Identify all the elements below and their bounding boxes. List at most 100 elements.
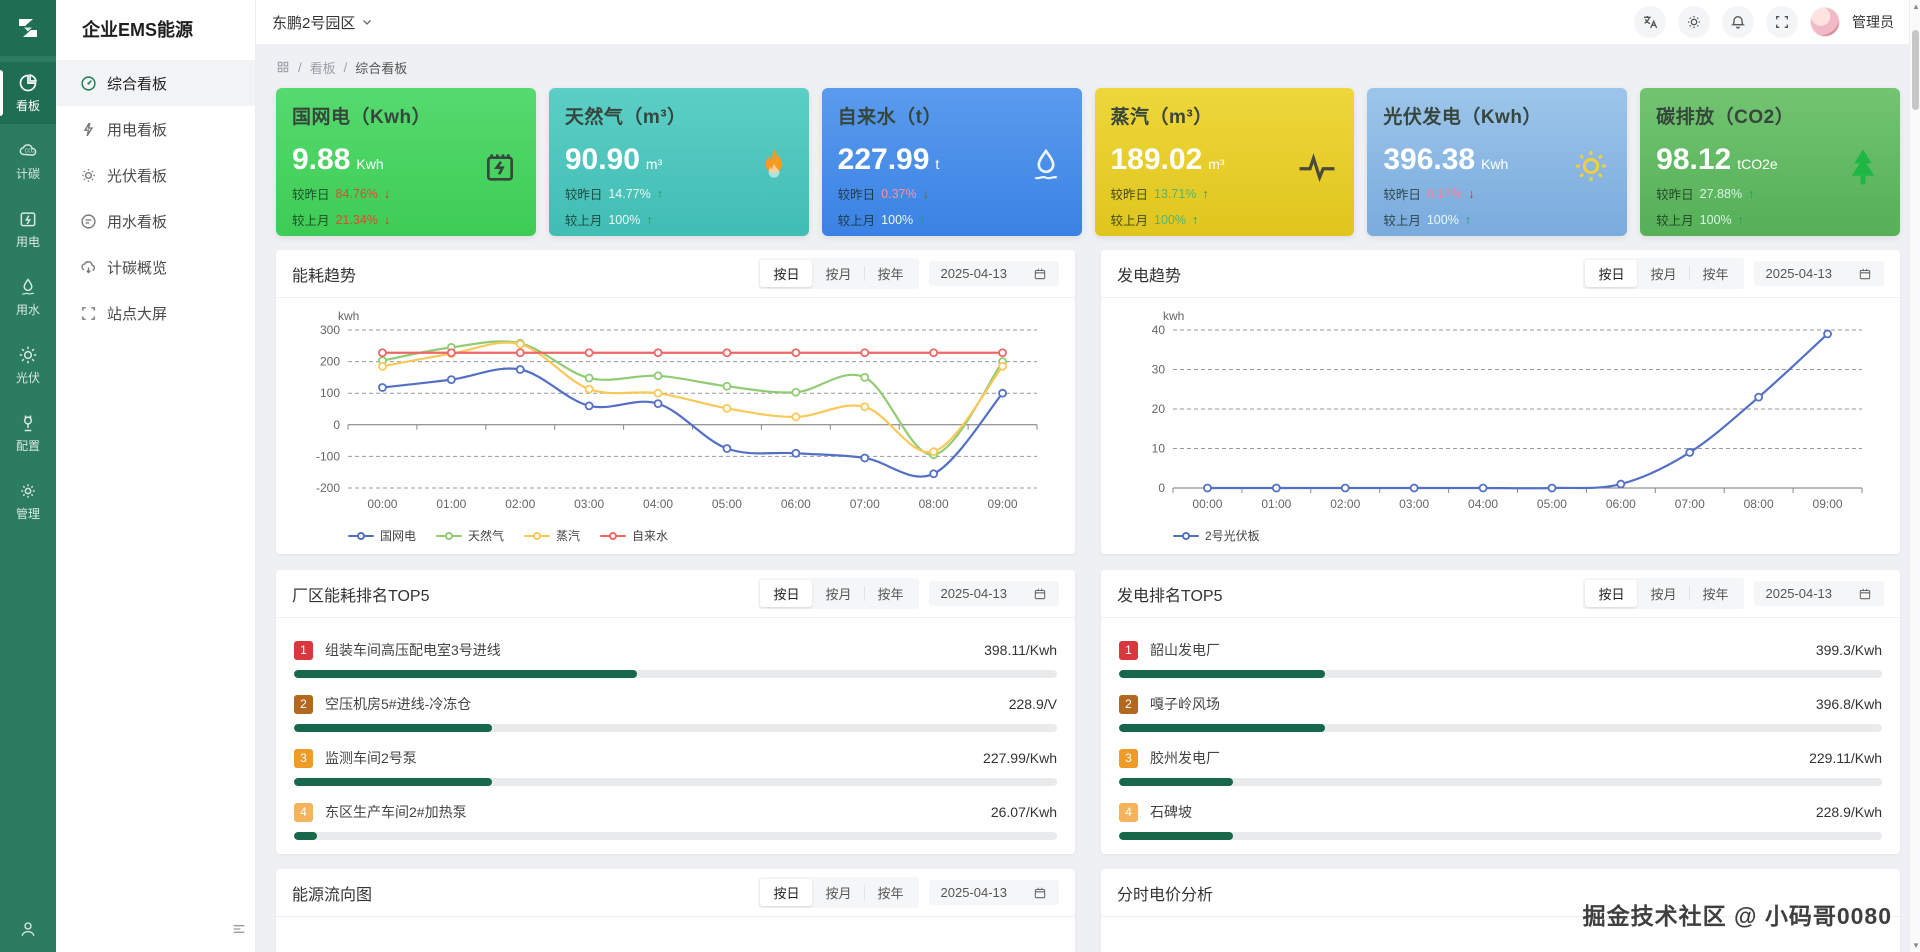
rail-item-carbon[interactable]: CO₂ 计碳 xyxy=(0,130,56,192)
sidebar-item-solar[interactable]: 光伏看板 xyxy=(56,152,255,198)
panel-generation-trend: 发电趋势 按日 按月 按年 2025-04-13 xyxy=(1101,250,1900,554)
date-value: 2025-04-13 xyxy=(940,266,1008,281)
date-picker[interactable]: 2025-04-13 xyxy=(928,261,1059,286)
trend-day: 较昨日 84.76% ↓ xyxy=(292,186,391,203)
tab-day[interactable]: 按日 xyxy=(1585,260,1638,287)
water-drop-icon xyxy=(21,278,35,295)
rail-item-dashboard[interactable]: 看板 xyxy=(0,62,56,124)
svg-text:05:00: 05:00 xyxy=(712,497,742,511)
page-scrollbar[interactable]: ▲ ▼ xyxy=(1909,0,1920,952)
trend-month: 较上月 100% ↑ xyxy=(837,212,926,229)
panel-title: 能耗趋势 xyxy=(292,267,357,285)
sidebar-item-carbon-overview[interactable]: 计碳概览 xyxy=(56,244,255,290)
scrollbar-thumb[interactable] xyxy=(1912,30,1919,110)
sidebar-item-overview[interactable]: 综合看板 xyxy=(56,60,255,106)
date-picker[interactable]: 2025-04-13 xyxy=(1753,261,1884,286)
svg-text:07:00: 07:00 xyxy=(1675,497,1705,511)
app-logo[interactable] xyxy=(0,0,56,56)
sidebar-item-label: 站点大屏 xyxy=(107,305,168,323)
kpi-card-water: 自来水（t） 227.99 t 较昨日 0.37% ↓ xyxy=(821,88,1082,236)
tab-year[interactable]: 按年 xyxy=(1689,260,1741,287)
kpi-title: 自来水（t） xyxy=(837,107,942,128)
fullscreen-icon xyxy=(1776,16,1788,28)
sidebar-item-label: 综合看板 xyxy=(107,75,168,93)
ranking-list: 1 组装车间高压配电室3号进线 398.11/Kwh 2 空压机房5#进线-冷冻… xyxy=(276,618,1075,854)
tab-month[interactable]: 按月 xyxy=(1650,587,1677,602)
tab-year[interactable]: 按年 xyxy=(1689,580,1741,607)
tab-day[interactable]: 按日 xyxy=(760,260,813,287)
notifications-button[interactable] xyxy=(1722,6,1754,38)
rail-item-solar[interactable]: 光伏 xyxy=(0,334,56,396)
tab-month[interactable]: 按月 xyxy=(1650,267,1677,282)
panel-title: 能源流向图 xyxy=(292,886,373,904)
tab-month[interactable]: 按月 xyxy=(825,267,852,282)
kpi-unit: tCO2e xyxy=(1737,156,1778,172)
scroll-up-arrow[interactable]: ▲ xyxy=(1912,2,1920,11)
tab-day[interactable]: 按日 xyxy=(760,580,813,607)
panel-title: 发电排名TOP5 xyxy=(1117,587,1223,605)
legend-item[interactable]: 自来水 xyxy=(600,527,668,544)
main-area: 东鹏2号园区 xyxy=(256,0,1920,952)
sidebar-item-big-screen[interactable]: 站点大屏 xyxy=(56,290,255,336)
trend-month: 较上月 100% ↑ xyxy=(1110,212,1199,229)
breadcrumb-board[interactable]: 看板 xyxy=(309,60,336,76)
legend-item[interactable]: 2号光伏板 xyxy=(1173,527,1260,544)
grid-icon[interactable] xyxy=(276,60,290,74)
tab-year[interactable]: 按年 xyxy=(864,879,916,906)
avatar[interactable] xyxy=(1810,7,1840,37)
park-selector[interactable]: 东鹏2号园区 xyxy=(272,12,373,33)
svg-text:08:00: 08:00 xyxy=(919,497,949,511)
panel-generation-ranking: 发电排名TOP5 按日 按月 按年 2025-04-13 xyxy=(1101,570,1900,854)
theme-button[interactable] xyxy=(1678,6,1710,38)
rank-badge: 3 xyxy=(1119,748,1138,768)
tab-day[interactable]: 按日 xyxy=(760,879,813,906)
sidebar-item-label: 用水看板 xyxy=(107,213,168,231)
sidebar-item-electricity[interactable]: 用电看板 xyxy=(56,106,255,152)
user-icon xyxy=(21,922,35,937)
kpi-title: 国网电（Kwh） xyxy=(292,107,432,128)
energy-trend-chart[interactable]: kwh 300 200 100 0 -100 -200 00:00 01:00 02:00 03:0… xyxy=(284,304,1067,521)
legend-item[interactable]: 国网电 xyxy=(348,527,416,544)
fullscreen-button[interactable] xyxy=(1766,6,1798,38)
ranking-row: 3 监测车间2号泵 227.99/Kwh xyxy=(294,748,1057,786)
kpi-unit: Kwh xyxy=(1481,156,1509,172)
generation-trend-chart[interactable]: kwh 40 30 20 10 0 00:00 01:00 02:00 03:00 04:00 05:… xyxy=(1109,304,1892,521)
svg-text:0: 0 xyxy=(1158,481,1165,495)
rail-item-config[interactable]: 配置 xyxy=(0,402,56,464)
rank-badge: 4 xyxy=(294,802,313,822)
rail-item-electricity[interactable]: 用电 xyxy=(0,198,56,260)
rank-bar-track xyxy=(1119,724,1882,732)
tab-month[interactable]: 按月 xyxy=(825,587,852,602)
comment-icon xyxy=(81,213,96,229)
tab-year[interactable]: 按年 xyxy=(864,260,916,287)
breadcrumb-current: 综合看板 xyxy=(355,60,408,76)
trend-month: 较上月 21.34% ↓ xyxy=(292,212,391,229)
ranking-row: 1 韶山发电厂 399.3/Kwh xyxy=(1119,640,1882,678)
tab-day[interactable]: 按日 xyxy=(1585,580,1638,607)
kpi-card-grid-power: 国网电（Kwh） 9.88 Kwh 较昨日 84.76% ↓ xyxy=(276,88,536,236)
date-picker[interactable]: 2025-04-13 xyxy=(928,581,1059,606)
sidebar-item-label: 光伏看板 xyxy=(107,167,168,185)
trend-month: 较上月 100% ↑ xyxy=(1383,212,1472,229)
date-picker[interactable]: 2025-04-13 xyxy=(928,880,1059,905)
legend-item[interactable]: 天然气 xyxy=(436,527,504,544)
legend-item[interactable]: 蒸汽 xyxy=(524,527,580,544)
svg-text:kwh: kwh xyxy=(338,309,359,323)
scroll-down-arrow[interactable]: ▼ xyxy=(1912,941,1920,950)
kpi-card-carbon: 碳排放（CO2） 98.12 tCO2e 较昨日 27.88% ↑ xyxy=(1640,88,1900,236)
rail-user-button[interactable] xyxy=(0,920,56,938)
sidebar-collapse-icon[interactable] xyxy=(231,921,247,942)
tab-year[interactable]: 按年 xyxy=(864,580,916,607)
admin-label[interactable]: 管理员 xyxy=(1852,14,1894,30)
rank-bar-fill xyxy=(294,724,493,732)
language-button[interactable] xyxy=(1634,6,1666,38)
kpi-title: 蒸汽（m³） xyxy=(1110,107,1213,128)
date-picker[interactable]: 2025-04-13 xyxy=(1753,581,1884,606)
rail-item-admin[interactable]: 管理 xyxy=(0,470,56,532)
rail-item-water[interactable]: 用水 xyxy=(0,266,56,328)
gear-icon xyxy=(21,484,35,498)
sidebar-item-water[interactable]: 用水看板 xyxy=(56,198,255,244)
tab-month[interactable]: 按月 xyxy=(825,886,852,901)
pulse-icon xyxy=(1296,146,1338,193)
rank-bar-fill xyxy=(294,778,493,786)
